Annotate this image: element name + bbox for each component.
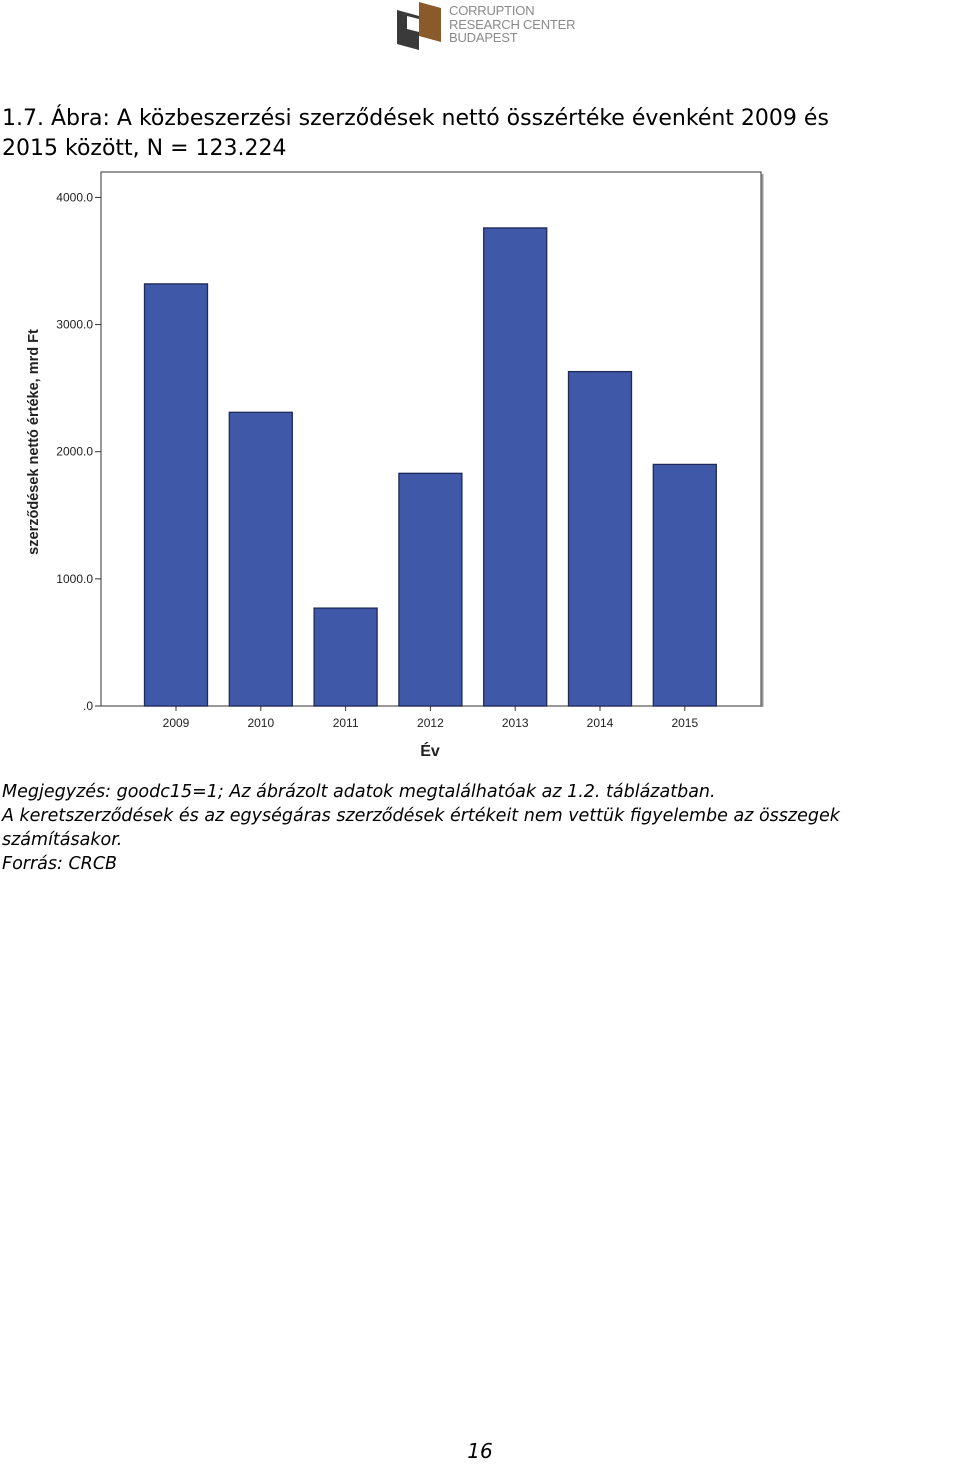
page-number: 16: [467, 1439, 493, 1463]
bar-chart-svg: .0 1000.0 2000.0 3000.0 4000.0 2009 2010 2011 20…: [26, 171, 764, 760]
crcb-logo: CORRUPTION RESEARCH CENTER BUDAPEST: [397, 2, 577, 52]
bar-chart: .0 1000.0 2000.0 3000.0 4000.0 2009 2010 2011 20…: [0, 165, 960, 765]
x-axis-label: Év: [420, 741, 440, 760]
x-tick-label: 2012: [417, 716, 444, 730]
bar: [228, 411, 293, 707]
logo-text: CORRUPTION RESEARCH CENTER BUDAPEST: [449, 4, 575, 45]
bar: [313, 607, 378, 707]
logo-line-1: CORRUPTION: [449, 3, 535, 18]
y-tick-label: 3000.0: [56, 318, 93, 332]
x-tick-label: 2015: [671, 716, 698, 730]
y-axis-label: szerződések nettó értéke, mrd Ft: [26, 329, 42, 555]
logo-line-2: RESEARCH CENTER: [449, 16, 576, 32]
x-tick-label: 2009: [163, 716, 190, 730]
figure-title: 1.7. Ábra: A közbeszerzési szerződések n…: [2, 104, 942, 164]
bar: [398, 472, 463, 707]
x-tick-label: 2010: [247, 716, 274, 730]
bar: [483, 227, 548, 707]
y-tick-label: 2000.0: [56, 445, 93, 459]
bar: [143, 283, 209, 707]
figure-notes: Megjegyzés: goodc15=1; Az ábrázolt adato…: [2, 780, 960, 876]
source-line: Forrás: CRCB: [2, 854, 118, 874]
y-tick-label: .0: [83, 699, 93, 713]
crcb-logo-icon: [397, 2, 441, 50]
x-tick-label: 2011: [333, 716, 359, 730]
x-tick-label: 2014: [587, 716, 614, 730]
y-tick-label: 1000.0: [56, 572, 93, 586]
logo-line-3: BUDAPEST: [449, 30, 518, 45]
x-tick-label: 2013: [502, 716, 529, 730]
y-tick-label: 4000.0: [56, 190, 93, 204]
figure-title-line-1: 1.7. Ábra: A közbeszerzési szerződések n…: [2, 106, 829, 131]
note-line-1: Megjegyzés: goodc15=1; Az ábrázolt adato…: [2, 782, 716, 802]
figure-title-line-2: 2015 között, N = 123.224: [2, 136, 287, 161]
note-line-3: számításakor.: [2, 830, 123, 850]
bar: [652, 463, 717, 707]
note-line-2: A keretszerződések és az egységáras szer…: [2, 806, 840, 826]
bar: [567, 370, 633, 707]
